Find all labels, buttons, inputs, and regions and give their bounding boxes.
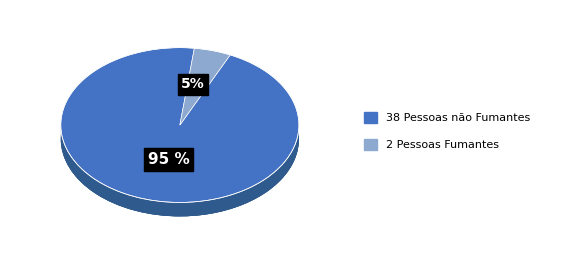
Text: 5%: 5% — [181, 77, 205, 91]
Text: 95 %: 95 % — [147, 152, 189, 167]
Polygon shape — [61, 129, 299, 216]
Polygon shape — [61, 48, 299, 216]
Polygon shape — [194, 48, 230, 69]
Ellipse shape — [61, 62, 299, 216]
Polygon shape — [180, 48, 230, 125]
Polygon shape — [61, 48, 299, 203]
Legend: 38 Pessoas não Fumantes, 2 Pessoas Fumantes: 38 Pessoas não Fumantes, 2 Pessoas Fuman… — [360, 107, 535, 155]
